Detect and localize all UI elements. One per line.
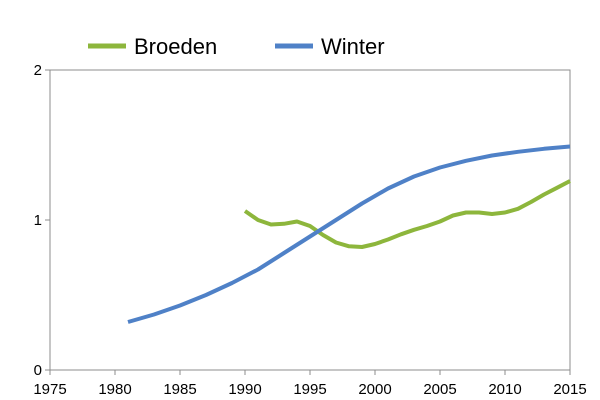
y-axis: 0 1 2 (34, 62, 50, 379)
x-tick-label: 1990 (228, 381, 261, 398)
series-line-broeden (243, 179, 571, 249)
x-tick-label: 1985 (163, 381, 196, 398)
x-axis: 1975 1980 1985 1990 1995 2000 2005 2010 2015 (33, 370, 587, 398)
legend-label-winter: Winter (321, 34, 385, 59)
legend: Broeden Winter (88, 34, 385, 59)
x-tick-label: 2010 (488, 381, 521, 398)
y-tick-label: 0 (34, 362, 42, 379)
x-tick-label: 1975 (33, 381, 66, 398)
x-tick-label: 2015 (553, 381, 586, 398)
x-tick-label: 2005 (423, 381, 456, 398)
x-tick-label: 1995 (293, 381, 326, 398)
x-tick-label: 1980 (98, 381, 131, 398)
x-tick-label: 2000 (358, 381, 391, 398)
legend-label-broeden: Broeden (134, 34, 217, 59)
series-group (127, 144, 571, 324)
plot-area (49, 69, 571, 371)
y-tick-label: 1 (34, 212, 42, 229)
series-line-winter (127, 144, 571, 324)
y-tick-label: 2 (34, 62, 42, 79)
